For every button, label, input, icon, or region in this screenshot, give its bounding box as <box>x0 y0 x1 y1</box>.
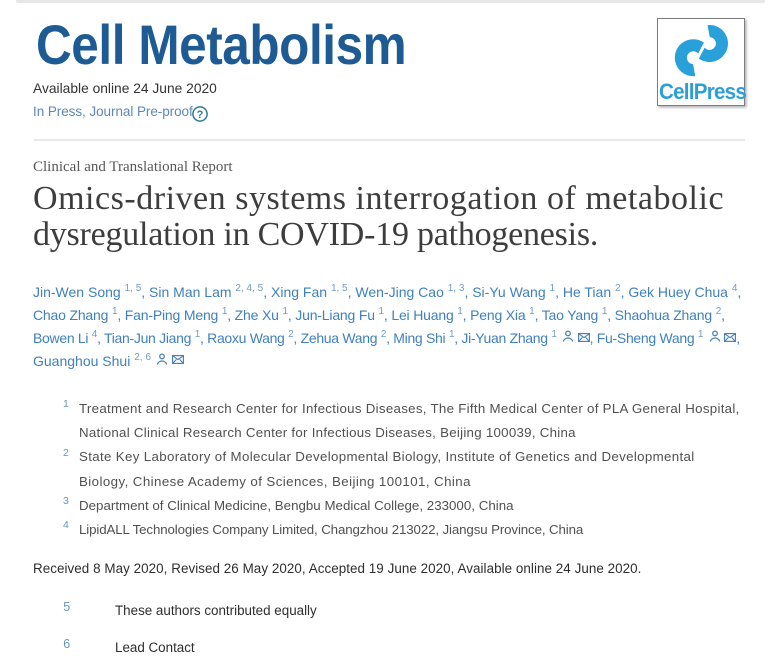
svg-text:?: ? <box>197 109 204 121</box>
